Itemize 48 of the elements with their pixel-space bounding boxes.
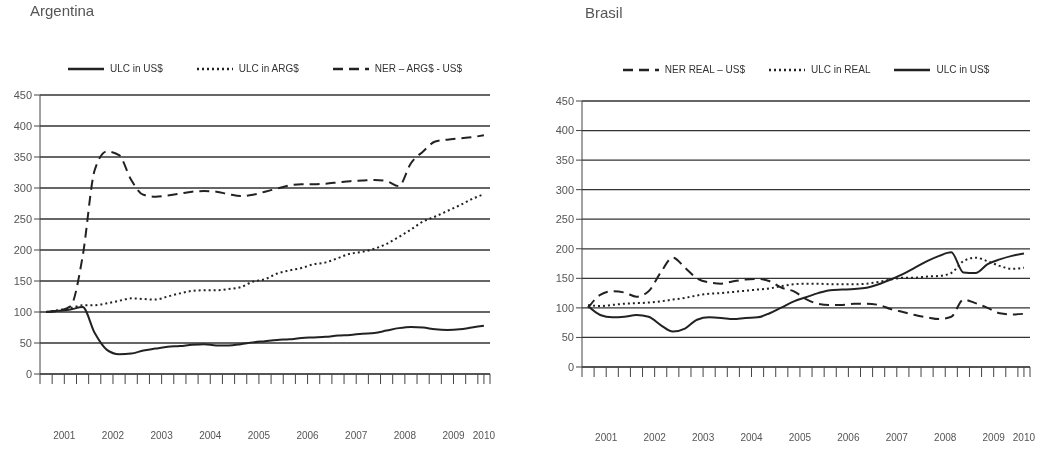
- y-tick-label: 50: [19, 336, 32, 349]
- x-tick-label: 2004: [740, 432, 764, 444]
- y-tick-label: 300: [13, 181, 32, 194]
- x-tick-label: 2009: [982, 432, 1006, 444]
- y-tick-label: 350: [555, 154, 574, 167]
- x-tick-label: 2003: [150, 430, 174, 442]
- y-tick-label: 400: [13, 119, 32, 132]
- y-tick-label: 150: [555, 272, 574, 285]
- y-tick-label: 200: [13, 243, 32, 256]
- x-tick-label: 2005: [247, 430, 271, 442]
- x-tick-label: 2007: [345, 430, 368, 442]
- x-tick-label: 2002: [101, 430, 125, 442]
- y-tick-label: 250: [13, 212, 32, 225]
- x-tick-label: 2001: [595, 432, 618, 444]
- legend-label: NER REAL – US$: [664, 64, 745, 75]
- y-tick-label: 350: [13, 150, 32, 163]
- x-tick-label: 2008: [934, 432, 957, 444]
- y-tick-label: 0: [25, 367, 32, 380]
- x-tick-label: 2004: [199, 430, 222, 442]
- x-tick-label: 2003: [691, 432, 715, 444]
- x-tick-label: 2005: [788, 432, 812, 444]
- legend-label: ULC in US$: [109, 63, 163, 74]
- legend-label: ULC in REAL: [810, 64, 871, 75]
- x-tick-label: 2009: [442, 430, 466, 442]
- y-tick-label: 100: [555, 301, 574, 314]
- x-tick-label: 2002: [643, 432, 667, 444]
- legend-label: NER – ARG$ - US$: [374, 63, 463, 74]
- y-tick-label: 200: [555, 242, 574, 255]
- x-tick-label: 2007: [885, 432, 909, 444]
- legend-label: ULC in ARG$: [238, 63, 299, 74]
- y-tick-label: 450: [555, 94, 574, 107]
- y-tick-label: 0: [567, 360, 574, 373]
- legend-label: ULC in US$: [936, 64, 990, 75]
- y-tick-label: 250: [555, 213, 574, 226]
- y-tick-label: 150: [13, 274, 32, 287]
- y-tick-label: 100: [13, 305, 32, 318]
- y-tick-label: 450: [13, 88, 32, 101]
- chart-title: Brasil: [585, 4, 623, 21]
- x-tick-label: 2006: [837, 432, 860, 444]
- x-tick-label: 2010: [1012, 432, 1036, 444]
- y-tick-label: 300: [555, 183, 574, 196]
- x-tick-label: 2008: [393, 430, 417, 442]
- x-tick-label: 2010: [472, 430, 496, 442]
- x-tick-label: 2001: [53, 430, 76, 442]
- chart-title: Argentina: [30, 2, 95, 19]
- y-tick-label: 400: [555, 124, 574, 137]
- y-tick-label: 50: [561, 331, 574, 344]
- x-tick-label: 2006: [296, 430, 320, 442]
